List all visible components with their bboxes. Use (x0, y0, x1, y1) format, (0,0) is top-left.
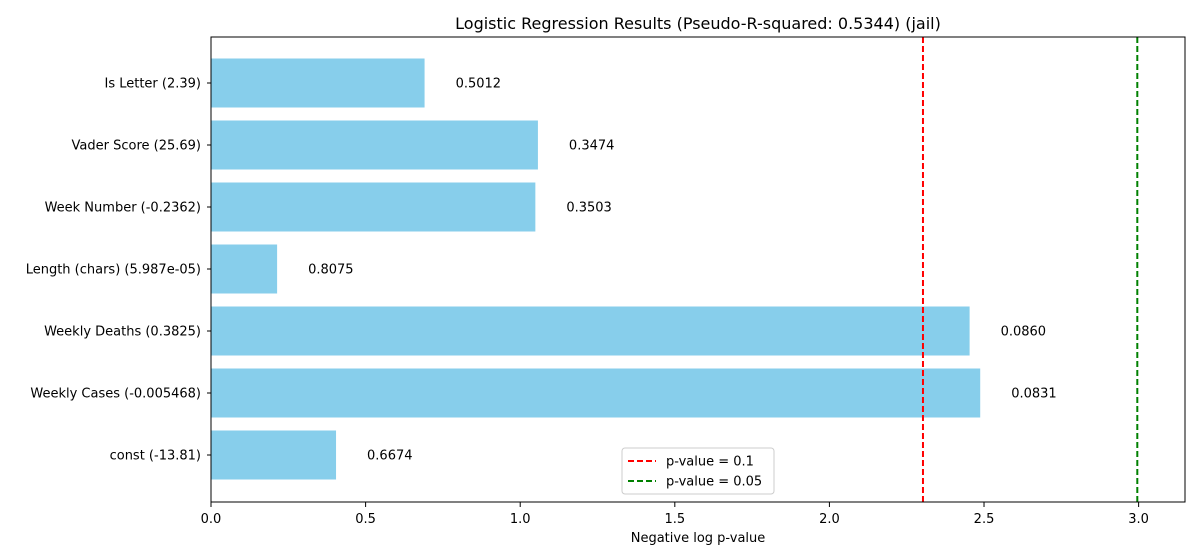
x-tick-label: 1.5 (664, 512, 685, 527)
legend: p-value = 0.1 p-value = 0.05 (621, 447, 775, 495)
y-tick-label: const (-13.81) (110, 449, 201, 464)
x-tick-label: 3.0 (1128, 512, 1149, 527)
x-tick-label: 2.5 (974, 512, 995, 527)
legend-box (621, 447, 775, 495)
bar (211, 58, 425, 108)
x-tick-label: 0.5 (355, 512, 376, 527)
legend-entry: p-value = 0.05 (666, 475, 762, 490)
bar (211, 244, 278, 294)
reference-lines-layer (921, 37, 1139, 502)
bar-value-label: 0.5012 (456, 77, 502, 92)
bar-value-label: 0.8075 (308, 263, 354, 278)
y-axis: Is Letter (2.39) Vader Score (25.69) Week … (26, 77, 211, 464)
x-axis-label: Negative log p-value (631, 531, 766, 546)
bar-value-label: 0.3503 (566, 201, 612, 216)
bars-layer: 0.5012 0.3474 0.3503 0.8075 0.0860 0.0831 0.66… (211, 58, 1057, 480)
bar (211, 306, 970, 356)
bar-value-label: 0.0831 (1011, 387, 1057, 402)
bar (211, 182, 536, 232)
y-tick-label: Weekly Deaths (0.3825) (44, 325, 201, 340)
y-tick-label: Length (chars) (5.987e-05) (26, 263, 201, 278)
x-axis: 0.0 0.5 1.0 1.5 2.0 2.5 3.0 (201, 502, 1149, 527)
y-tick-label: Vader Score (25.69) (72, 139, 201, 154)
bar (211, 120, 538, 170)
x-tick-label: 2.0 (819, 512, 840, 527)
bar-value-label: 0.3474 (569, 139, 615, 154)
x-tick-label: 1.0 (510, 512, 531, 527)
x-tick-label: 0.0 (201, 512, 222, 527)
chart-title: Logistic Regression Results (Pseudo-R-sq… (455, 14, 941, 33)
bar (211, 368, 981, 418)
y-tick-label: Week Number (-0.2362) (45, 201, 201, 216)
y-tick-label: Is Letter (2.39) (104, 77, 201, 92)
bar-value-label: 0.6674 (367, 449, 413, 464)
y-tick-label: Weekly Cases (-0.005468) (30, 387, 201, 402)
bar-value-label: 0.0860 (1001, 325, 1047, 340)
bar (211, 430, 337, 480)
legend-entry: p-value = 0.1 (666, 455, 754, 470)
